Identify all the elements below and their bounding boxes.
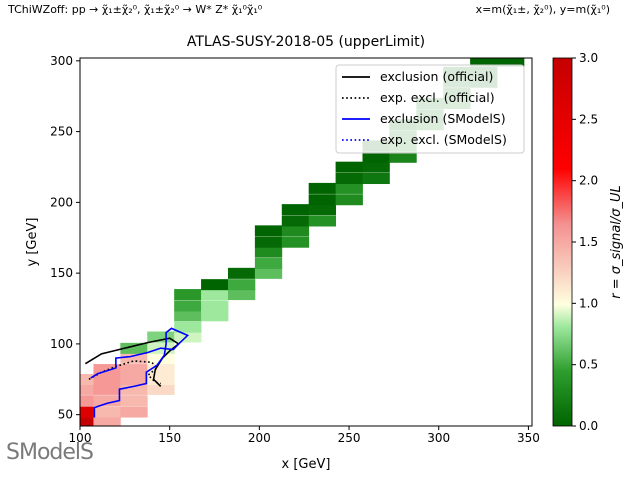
heatmap-cell	[174, 289, 202, 301]
x-tick-label: 100	[69, 431, 92, 445]
heatmap-cell	[308, 194, 336, 206]
axis-definition: x=m(χ̃₁±, χ̃₂⁰), y=m(χ̃₁⁰)	[475, 3, 610, 16]
heatmap-cell	[308, 204, 336, 216]
legend-label: exclusion (official)	[380, 69, 493, 84]
y-tick-label: 50	[58, 408, 73, 422]
heatmap-cell	[201, 300, 229, 312]
heatmap-cell	[80, 416, 94, 426]
heatmap-cell	[281, 225, 310, 237]
colorbar-tick-label: 2.0	[579, 174, 598, 188]
legend-label: exclusion (SModelS)	[380, 111, 506, 126]
heatmap-cell	[120, 383, 148, 395]
heatmap-cell	[497, 58, 525, 67]
y-axis-label: y [GeV]	[25, 218, 40, 267]
heatmap-cell	[362, 173, 390, 185]
heatmap-cell	[93, 416, 121, 426]
colorbar-ticks: 0.0 0.5 1.0 1.5 2.0 2.5 3.0	[572, 51, 598, 433]
heatmap-cell	[362, 151, 390, 163]
heatmap-cell	[147, 331, 175, 343]
heatmap-cell	[281, 236, 310, 248]
x-tick-label: 250	[338, 431, 361, 445]
heatmap-cell	[281, 215, 310, 227]
heatmap-cell	[80, 395, 94, 407]
exclusion-line	[90, 327, 190, 418]
heatmap-cell	[80, 383, 94, 395]
heatmap-cell	[227, 267, 256, 279]
heatmap-cell	[470, 58, 498, 67]
heatmap-cell	[254, 257, 283, 269]
smodels-logo: SModelS	[6, 440, 94, 465]
x-tick-label: 150	[158, 431, 181, 445]
heatmap-cell	[93, 383, 121, 395]
colorbar	[552, 57, 573, 427]
heatmap-cell	[147, 373, 175, 385]
y-tick-label: 100	[50, 337, 73, 351]
heatmap-cell	[147, 352, 175, 364]
x-tick-label: 350	[517, 431, 540, 445]
heatmap-cell	[93, 373, 121, 385]
colorbar-tick-label: 3.0	[579, 51, 598, 65]
heatmap-cell	[93, 364, 121, 376]
heatmap-cell	[120, 406, 148, 418]
heatmap-cell	[147, 383, 175, 395]
colorbar-tick-label: 0.5	[579, 358, 598, 372]
heatmap-cell	[362, 161, 390, 173]
colorbar-tick-label: 1.5	[579, 235, 598, 249]
y-axis-ticks: 50 100 150 200 250 300	[50, 54, 80, 422]
heatmap-cell	[254, 267, 283, 279]
model-description: TChiWZoff: pp → χ̃₁±χ̃₂⁰, χ̃₁±χ̃₂⁰ → W* …	[8, 3, 263, 16]
heatmap-cell	[308, 215, 336, 227]
heatmap-cell	[335, 161, 363, 173]
heatmap-cell	[254, 225, 283, 237]
x-tick-label: 200	[248, 431, 271, 445]
heatmap-cell	[335, 194, 363, 206]
x-axis-ticks: 100 150 200 250 300 350	[69, 426, 540, 445]
legend-label: exp. excl. (SModelS)	[380, 132, 507, 147]
heatmap-cell	[120, 364, 148, 376]
heatmap-cell	[174, 331, 202, 343]
heatmap-cell	[201, 279, 229, 291]
heatmap-cell	[120, 352, 148, 364]
x-tick-label: 300	[427, 431, 450, 445]
heatmap-cell	[174, 300, 202, 312]
y-tick-label: 250	[50, 125, 73, 139]
heatmap-cell	[201, 289, 229, 301]
heatmap-cell	[308, 182, 336, 194]
heatmap-cell	[120, 395, 148, 407]
exclusion-line	[88, 360, 161, 385]
heatmap-cell	[227, 289, 256, 301]
plot-frame	[79, 57, 533, 427]
y-tick-label: 150	[50, 266, 73, 280]
colorbar-tick-label: 2.5	[579, 112, 598, 126]
heatmap-cell	[120, 342, 148, 354]
heatmap-cell	[254, 236, 283, 248]
y-tick-label: 300	[50, 54, 73, 68]
colorbar-label: r = σ_signal/σ_UL	[609, 185, 624, 299]
y-tick-label: 200	[50, 195, 73, 209]
chart-title: ATLAS-SUSY-2018-05 (upperLimit)	[186, 34, 426, 50]
x-axis-label: x [GeV]	[282, 457, 331, 472]
legend-label: exp. excl. (official)	[380, 90, 495, 105]
heatmap-cell	[201, 310, 229, 322]
heatmap-cell	[147, 364, 175, 376]
heatmap-cell	[93, 395, 121, 407]
colorbar-tick-label: 1.0	[579, 296, 598, 310]
heatmap-cell	[174, 321, 202, 333]
heatmap-cell	[389, 151, 417, 163]
exclusion-curves	[84, 327, 190, 418]
legend-box	[335, 64, 525, 154]
heatmap-cell	[120, 373, 148, 385]
colorbar-tick-label: 0.0	[579, 419, 598, 433]
heatmap-cell	[335, 173, 363, 185]
heatmap-cell	[174, 310, 202, 322]
heatmap-cell	[80, 373, 94, 385]
legend: exclusion (official) exp. excl. (official…	[335, 64, 525, 154]
heatmap-cell	[227, 279, 256, 291]
heatmap-cell	[335, 182, 363, 194]
heatmap-cell	[93, 406, 121, 418]
heatmap-cell	[80, 406, 94, 418]
heatmap-cell	[254, 246, 283, 258]
heatmap-cell	[281, 204, 310, 216]
